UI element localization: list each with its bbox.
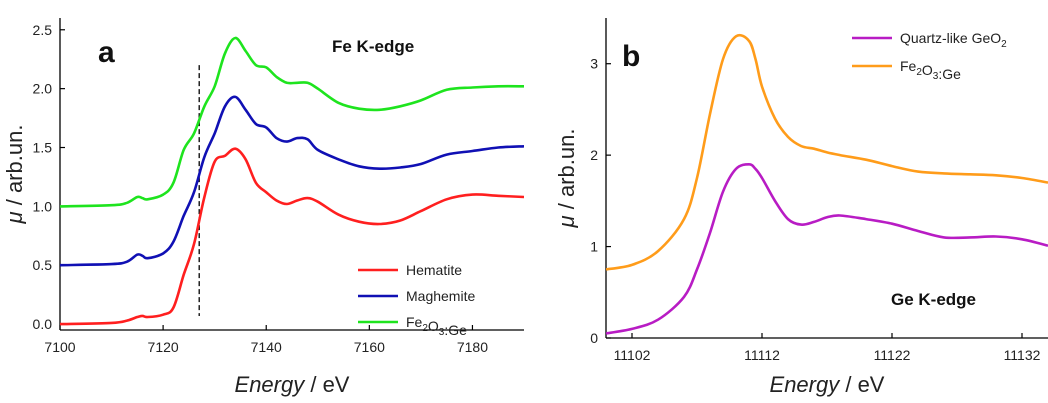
series-line (60, 95, 524, 267)
edge-label: Ge K-edge (891, 290, 976, 309)
x-tick-label: 7180 (457, 339, 488, 355)
y-axis-title: μ / arb.un. (2, 125, 27, 225)
y-tick-label: 1.0 (33, 198, 53, 214)
panel-a: 0.0 0.5 1.0 1.5 2.0 2.5 7100 7120 7140 7160 7180 En… (2, 18, 524, 397)
x-axis-title: Energy / eV (770, 372, 885, 397)
y-tick-label: 2 (590, 147, 598, 163)
series-line (60, 147, 524, 326)
x-tick-label: 7160 (354, 339, 385, 355)
panel-letter: b (622, 40, 640, 73)
y-tick-label: 2.5 (33, 22, 53, 38)
legend-label: Quartz-like GeO2 (900, 30, 1007, 50)
panel-letter: a (98, 36, 115, 69)
x-tick-label: 11132 (1004, 347, 1041, 363)
x-tick-label: 7140 (251, 339, 282, 355)
y-tick-label: 2.0 (33, 81, 53, 97)
panel-b: 0 1 2 3 11102 11112 11122 11132 Energy / eV μ / a… (554, 18, 1048, 397)
x-tick-label: 11112 (744, 347, 780, 363)
x-tick-label: 11122 (874, 347, 911, 363)
y-tick-label: 0.5 (33, 257, 53, 273)
y-tick-label: 0.0 (33, 316, 53, 332)
x-tick-label: 7120 (148, 339, 179, 355)
series-line (60, 36, 524, 208)
y-tick-label: 3 (590, 56, 598, 72)
edge-label: Fe K-edge (332, 37, 414, 56)
x-tick-label: 7100 (44, 339, 75, 355)
y-axis-title: μ / arb.un. (554, 129, 579, 229)
y-tick-label: 1 (590, 239, 598, 255)
y-tick-label: 0 (590, 330, 598, 346)
series-line (606, 33, 1048, 271)
legend-label: Maghemite (406, 288, 475, 304)
legend-label: Fe2O3:Ge (406, 314, 467, 338)
legend-label: Fe2O3:Ge (900, 58, 961, 82)
series-line (606, 162, 1048, 335)
x-axis-title: Energy / eV (235, 372, 350, 397)
x-tick-label: 11102 (614, 347, 651, 363)
y-tick-label: 1.5 (33, 140, 53, 156)
legend-label: Hematite (406, 262, 462, 278)
